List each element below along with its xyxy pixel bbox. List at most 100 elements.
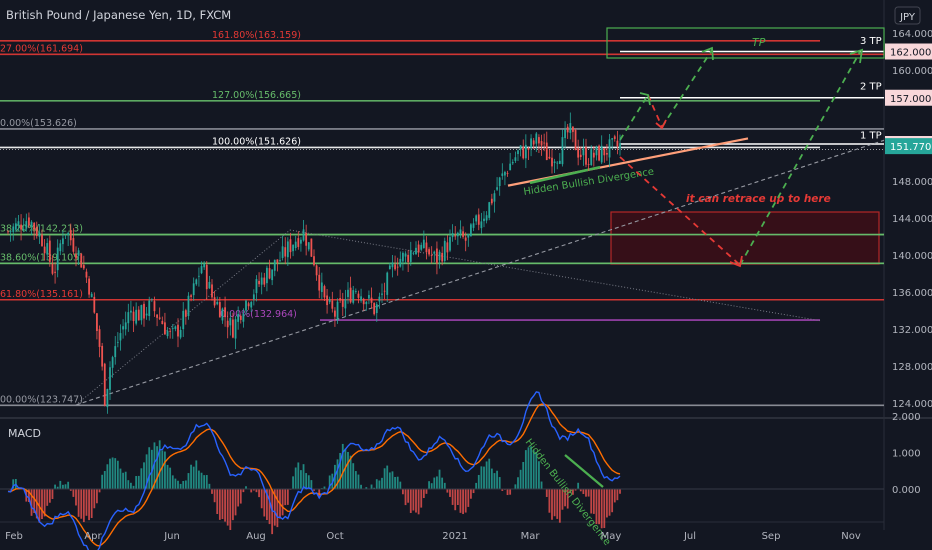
candle-body [177, 324, 179, 337]
macd-histogram-bar [509, 489, 512, 495]
candle-body [213, 297, 216, 306]
candle-body [354, 291, 357, 292]
candle-body [224, 307, 226, 318]
candle-body [124, 322, 127, 330]
candle-body [334, 310, 336, 317]
macd-histogram-bar [96, 489, 98, 504]
macd-histogram-bar [538, 461, 540, 489]
fib-label: 61.80%(135.161) [0, 289, 83, 300]
macd-histogram-bar [195, 460, 198, 489]
macd-histogram-bar [158, 440, 161, 489]
candle-body [22, 228, 25, 230]
macd-histogram-bar [156, 446, 158, 489]
macd-histogram-bar [483, 466, 485, 489]
macd-histogram-bar [307, 475, 310, 489]
macd-histogram-bar [101, 474, 104, 489]
macd-histogram-bar [470, 489, 472, 499]
candle-body [122, 326, 124, 330]
candle-body [370, 297, 373, 303]
candle-body [242, 313, 245, 322]
time-label: 2021 [442, 531, 467, 542]
projection-arrow [619, 156, 741, 266]
candle-body [300, 239, 302, 244]
macd-histogram-bar [318, 489, 321, 498]
candle-body [490, 198, 493, 204]
macd-histogram-bar [268, 489, 271, 525]
candle-body [190, 295, 192, 297]
macd-histogram-bar [598, 489, 600, 525]
candle-body [336, 301, 339, 321]
macd-histogram-bar [98, 489, 101, 493]
candle-body [20, 224, 22, 230]
macd-title: MACD [8, 427, 41, 440]
macd-histogram-bar [75, 489, 77, 506]
macd-histogram-bar [488, 458, 491, 489]
macd-histogram-bar [122, 472, 124, 489]
candle-body [114, 346, 117, 358]
macd-histogram-bar [263, 489, 266, 517]
macd-histogram-bar [585, 489, 587, 497]
candle-body [538, 137, 540, 144]
candle-body [307, 242, 310, 250]
macd-histogram-bar [556, 489, 559, 519]
fib-label: 100.00%(151.626) [212, 136, 301, 147]
macd-histogram-bar [574, 489, 577, 491]
candle-body [420, 244, 423, 250]
candle-body [598, 145, 600, 161]
candle-body [331, 300, 334, 309]
macd-histogram-bar [161, 450, 164, 489]
candle-body [250, 302, 253, 308]
macd-histogram-bar [467, 489, 470, 507]
drawings[interactable]: 3 TP 2 TP 1 TP TP it can retrace up to here H… [0, 27, 885, 406]
candle-body [394, 264, 396, 270]
candle-body [569, 123, 572, 133]
candle-body [205, 264, 208, 290]
currency-button[interactable]: JPY [894, 6, 921, 25]
candle-body [595, 146, 598, 156]
candle-body [318, 274, 321, 291]
macd-histogram-bar [72, 489, 75, 497]
macd-histogram-bar [373, 487, 376, 489]
macd-histogram-bar [357, 474, 360, 489]
macd-histogram-bar [579, 489, 582, 492]
candle-body [153, 301, 156, 312]
macd-histogram-bar [80, 489, 83, 519]
trend-line-dashed [75, 139, 885, 406]
macd-histogram-bar [54, 484, 56, 489]
macd-histogram-bar [485, 461, 488, 489]
candle-body [221, 308, 224, 321]
macd-histogram-bar [93, 489, 96, 509]
macd-tick: 1.000 [892, 449, 921, 460]
candle-body [279, 260, 281, 262]
candle-body [276, 259, 279, 263]
macd-histogram-bar [82, 489, 85, 523]
fib-label: 00.00%(123.747) [0, 394, 83, 405]
candle-body [216, 301, 219, 305]
fib-label: 27.00%(161.694) [0, 43, 83, 54]
candle-body [150, 299, 153, 301]
candle-body [247, 303, 250, 307]
price-tick: 144.000 [892, 214, 932, 225]
candle-body [232, 319, 234, 338]
candle-body [436, 248, 438, 264]
arrow-head [701, 46, 714, 61]
macd-histogram-bar [611, 489, 614, 513]
candle-body [456, 232, 459, 237]
candle-body [239, 315, 242, 320]
macd-histogram-bar [281, 489, 284, 516]
fib-label: 0.00%(153.626) [0, 118, 77, 129]
candle-body [613, 136, 616, 139]
macd-histogram-bar [477, 474, 480, 489]
macd-histogram-bar [258, 489, 260, 498]
macd-histogram-bar [341, 443, 344, 489]
candle-body [383, 290, 386, 292]
macd-histogram-bar [255, 489, 258, 493]
macd-histogram-bar [446, 489, 449, 493]
macd-histogram-bar [496, 470, 498, 489]
macd-histogram-bar [145, 454, 148, 489]
macd-histogram-bar [130, 482, 132, 489]
candle-body [577, 148, 580, 158]
candle-body [496, 187, 498, 190]
time-label: Nov [841, 531, 861, 542]
